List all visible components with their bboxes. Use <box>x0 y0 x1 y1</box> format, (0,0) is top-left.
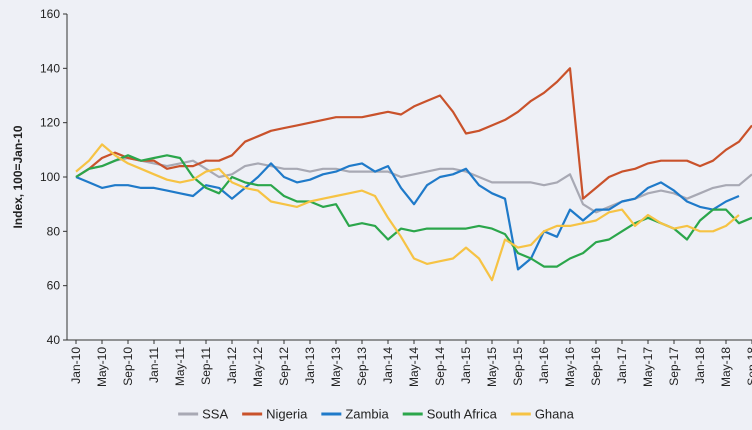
x-tick-label: Sep-10 <box>121 347 135 386</box>
x-tick-label: Jan-16 <box>537 347 551 384</box>
legend-label: SSA <box>202 407 228 422</box>
legend-label: Nigeria <box>266 407 308 422</box>
y-tick-label: 140 <box>40 61 60 75</box>
x-tick-label: Sep-18 <box>745 347 752 386</box>
series-line <box>75 67 752 200</box>
x-tick-label: Sep-16 <box>589 347 603 386</box>
x-tick-label: Jan-13 <box>303 347 317 384</box>
x-tick-label: Jan-17 <box>615 347 629 384</box>
legend-label: South Africa <box>427 407 498 422</box>
series-line <box>75 154 752 268</box>
x-tick-label: Sep-14 <box>433 347 447 386</box>
x-tick-label: Jan-15 <box>459 347 473 384</box>
x-tick-label: May-11 <box>173 347 187 386</box>
x-tick-label: Sep-17 <box>667 347 681 386</box>
series-line <box>75 162 740 271</box>
x-tick-label: Sep-11 <box>199 347 213 385</box>
y-axis-label: Index, 100=Jan-10 <box>11 125 25 228</box>
x-tick-label: Sep-13 <box>355 347 369 386</box>
x-tick-label: May-10 <box>95 347 109 387</box>
legend-label: Zambia <box>345 407 389 422</box>
y-tick-label: 40 <box>47 333 61 347</box>
x-tick-label: May-13 <box>329 347 343 387</box>
y-tick-label: 120 <box>40 116 60 130</box>
x-tick-label: Sep-15 <box>511 347 525 386</box>
x-tick-label: Jan-12 <box>225 347 239 384</box>
y-tick-label: 100 <box>40 170 60 184</box>
y-tick-label: 80 <box>47 224 61 238</box>
x-tick-label: May-16 <box>563 347 577 387</box>
x-tick-label: Jan-18 <box>693 347 707 384</box>
legend-label: Ghana <box>535 407 575 422</box>
x-tick-label: May-15 <box>485 347 499 387</box>
x-tick-label: Sep-12 <box>277 347 291 386</box>
series-line <box>75 143 740 282</box>
y-tick-label: 60 <box>47 279 61 293</box>
series-line <box>75 156 752 214</box>
x-tick-label: Jan-11 <box>147 347 161 383</box>
x-tick-label: May-18 <box>719 347 733 387</box>
x-tick-label: Jan-10 <box>69 347 83 384</box>
x-tick-label: May-17 <box>641 347 655 387</box>
x-tick-label: May-14 <box>407 347 421 387</box>
y-tick-label: 160 <box>40 7 60 21</box>
x-tick-label: May-12 <box>251 347 265 387</box>
x-tick-label: Jan-14 <box>381 347 395 384</box>
